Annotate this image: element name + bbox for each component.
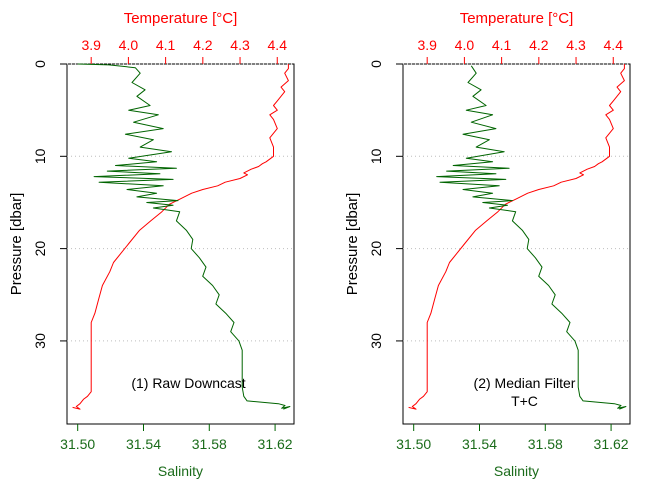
bottom-axis-title: Salinity	[494, 463, 539, 479]
y-tick-label: 10	[32, 148, 48, 164]
top-tick-label: 3.9	[417, 37, 437, 53]
plot-frame	[402, 63, 631, 425]
y-tick-label: 0	[368, 60, 384, 68]
bottom-tick-label: 31.62	[258, 436, 293, 452]
temperature-profile-line	[72, 64, 289, 410]
top-tick-label: 4.1	[492, 37, 512, 53]
bottom-tick-label: 31.54	[462, 436, 497, 452]
top-tick-label: 4.2	[529, 37, 549, 53]
bottom-axis-title: Salinity	[158, 463, 203, 479]
salinity-profile-line	[77, 63, 291, 410]
y-axis-title: Pressure [dbar]	[344, 193, 361, 296]
top-axis-title: Temperature [°C]	[124, 10, 238, 27]
y-tick-label: 30	[368, 333, 384, 349]
y-tick-label: 20	[368, 241, 384, 257]
bottom-tick-label: 31.62	[594, 436, 629, 452]
panel-annotation: T+C	[511, 393, 538, 409]
temperature-profile-line	[408, 64, 625, 410]
y-tick-label: 20	[32, 241, 48, 257]
top-tick-label: 4.4	[268, 37, 288, 53]
bottom-tick-label: 31.58	[528, 436, 563, 452]
bottom-tick-label: 31.50	[396, 436, 431, 452]
top-tick-label: 4.3	[566, 37, 586, 53]
top-tick-label: 4.1	[156, 37, 176, 53]
bottom-tick-label: 31.54	[126, 436, 161, 452]
salinity-profile-line	[436, 65, 627, 410]
panel-annotation: (1) Raw Downcast	[131, 375, 245, 391]
top-tick-label: 4.0	[119, 37, 139, 53]
panel-annotation: (2) Median Filter	[474, 375, 576, 391]
plot-frame	[66, 63, 295, 425]
top-axis-title: Temperature [°C]	[460, 10, 574, 27]
bottom-tick-label: 31.58	[192, 436, 227, 452]
top-tick-label: 4.3	[230, 37, 250, 53]
y-tick-label: 10	[368, 148, 384, 164]
bottom-tick-label: 31.50	[60, 436, 95, 452]
top-tick-label: 3.9	[81, 37, 101, 53]
top-tick-label: 4.0	[455, 37, 475, 53]
top-tick-label: 4.2	[193, 37, 213, 53]
top-tick-label: 4.4	[604, 37, 624, 53]
y-tick-label: 0	[32, 60, 48, 68]
y-tick-label: 30	[32, 333, 48, 349]
y-axis-title: Pressure [dbar]	[8, 193, 25, 296]
